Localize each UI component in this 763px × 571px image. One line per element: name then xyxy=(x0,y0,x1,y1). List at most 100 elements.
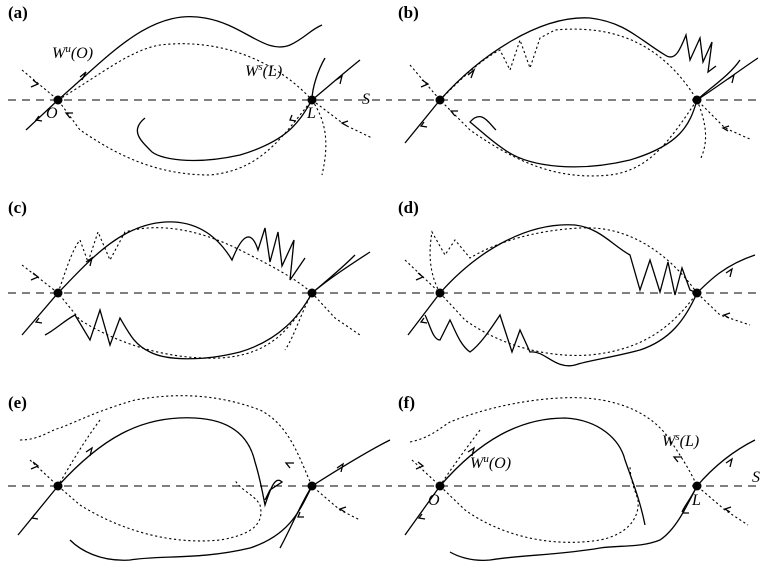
unstable-manifold-curve xyxy=(21,221,306,336)
flow-arrow xyxy=(721,125,730,132)
panel-label-f: (f) xyxy=(398,393,415,412)
point-l-label: L xyxy=(306,105,316,122)
flow-arrow xyxy=(419,317,428,324)
flow-arrow xyxy=(419,121,428,128)
saddle-point-o xyxy=(53,481,63,491)
flow-arrow xyxy=(30,272,40,281)
flow-arrow xyxy=(30,79,40,88)
unstable-manifold-curve xyxy=(424,292,698,367)
saddle-point-l xyxy=(307,481,317,491)
unstable-manifold-curve xyxy=(136,57,326,162)
unstable-manifold-curve xyxy=(449,439,756,562)
panel-a: (a) Wu(O) Ws(L) S O L xyxy=(8,3,392,176)
point-o-label: O xyxy=(46,105,58,122)
stable-manifold-curve xyxy=(279,485,313,549)
section-label: S xyxy=(752,469,760,486)
flow-arrow xyxy=(30,513,39,520)
flow-arrow xyxy=(467,67,476,79)
stable-manifold-label: Ws(L) xyxy=(245,61,282,80)
saddle-point-l xyxy=(307,288,317,298)
panel-f: (f) Wu(O) Ws(L) S O L xyxy=(398,393,760,562)
saddle-point-l xyxy=(307,95,317,105)
panel-label-a: (a) xyxy=(8,3,28,22)
flow-arrow xyxy=(335,74,344,85)
saddle-point-l xyxy=(692,481,702,491)
stable-manifold-curve xyxy=(411,459,639,543)
flow-arrow xyxy=(682,507,689,514)
stable-manifold-curve xyxy=(409,397,749,526)
flow-arrow xyxy=(297,511,304,518)
unstable-manifold-label: Wu(O) xyxy=(470,453,511,472)
panel-d: (d) xyxy=(398,198,760,367)
stable-manifold-curve xyxy=(19,395,361,521)
flow-arrow xyxy=(64,112,73,119)
panel-label-b: (b) xyxy=(398,3,419,22)
saddle-point-o xyxy=(53,95,63,105)
flow-arrow xyxy=(727,73,736,84)
flow-arrow xyxy=(725,267,734,278)
stable-manifold-curve xyxy=(439,28,698,101)
flow-arrow xyxy=(30,461,40,470)
panel-label-d: (d) xyxy=(398,198,419,217)
flow-arrow xyxy=(417,513,426,520)
flow-arrow xyxy=(723,506,732,513)
unstable-manifold-curve xyxy=(69,439,391,561)
flow-arrow xyxy=(340,120,349,127)
saddle-point-l xyxy=(692,95,702,105)
stable-manifold-curve xyxy=(311,251,371,294)
unstable-manifold-curve xyxy=(404,417,646,536)
panel-label-c: (c) xyxy=(8,198,27,217)
unstable-manifold-curve xyxy=(407,224,698,336)
stable-manifold-curve xyxy=(696,99,707,161)
unstable-manifold-curve xyxy=(696,254,756,294)
panel-label-e: (e) xyxy=(8,393,27,412)
saddle-point-o xyxy=(435,95,445,105)
flow-arrow xyxy=(415,272,425,281)
stable-manifold-curve xyxy=(409,64,753,177)
flow-arrow xyxy=(725,457,734,468)
stable-manifold-curve xyxy=(284,292,313,351)
stable-manifold-curve xyxy=(57,419,101,487)
section-label: S xyxy=(362,91,370,108)
stable-manifold-label: Ws(L) xyxy=(662,431,699,450)
flow-arrow xyxy=(338,506,347,513)
flow-arrow xyxy=(415,461,425,470)
flow-arrow xyxy=(672,456,682,463)
stable-manifold-curve xyxy=(57,227,313,294)
panel-b: (b) xyxy=(398,3,760,177)
stable-manifold-curve xyxy=(29,459,262,542)
stable-manifold-curve xyxy=(696,57,759,101)
flow-arrow xyxy=(284,462,294,469)
flow-arrow xyxy=(420,79,430,88)
stable-manifold-curve xyxy=(311,99,327,176)
saddle-point-o xyxy=(435,481,445,491)
flow-arrow xyxy=(467,446,476,457)
stable-manifold-curve xyxy=(439,429,481,487)
flow-arrow xyxy=(34,317,43,324)
unstable-manifold-curve xyxy=(17,417,284,536)
flow-arrow xyxy=(449,110,458,117)
unstable-manifold-curve xyxy=(469,59,741,168)
flow-arrow xyxy=(722,312,731,319)
flow-arrow xyxy=(79,71,87,81)
flow-arrow xyxy=(289,114,297,122)
point-o-label: O xyxy=(428,492,440,509)
unstable-manifold-label: Wu(O) xyxy=(52,43,93,62)
stable-manifold-curve xyxy=(21,264,361,359)
stable-manifold-curve xyxy=(404,259,751,356)
saddle-point-l xyxy=(692,288,702,298)
flow-arrow xyxy=(336,462,345,473)
stable-manifold-curve xyxy=(21,69,373,176)
saddle-point-o xyxy=(53,288,63,298)
saddle-point-o xyxy=(435,288,445,298)
flow-arrow xyxy=(34,115,43,122)
panel-e: (e) xyxy=(8,393,392,561)
panel-c: (c) xyxy=(8,198,392,360)
flow-arrow xyxy=(85,446,94,457)
unstable-manifold-curve xyxy=(404,17,717,144)
unstable-manifold-curve xyxy=(44,254,356,360)
point-l-label: L xyxy=(691,492,701,509)
unstable-manifold-curve xyxy=(25,16,323,131)
